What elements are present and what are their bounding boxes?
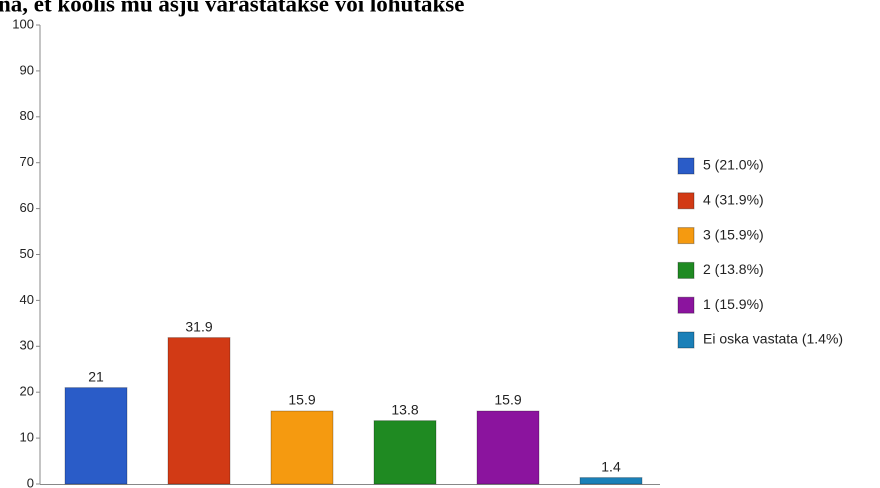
bar: [373, 420, 437, 485]
legend-label: Ei oska vastata (1.4%): [703, 331, 843, 347]
y-tick-label: 80: [20, 108, 34, 123]
legend-swatch: [677, 296, 695, 314]
legend-label: 4 (31.9%): [703, 192, 764, 208]
y-tick-label: 30: [20, 338, 34, 353]
bar: [167, 337, 231, 485]
bar: [579, 477, 643, 485]
y-tick-label: 10: [20, 430, 34, 445]
legend-label: 2 (13.8%): [703, 261, 764, 277]
legend-swatch: [677, 192, 695, 210]
y-tick-label: 70: [20, 154, 34, 169]
data-label: 15.9: [494, 392, 521, 408]
legend-swatch: [677, 331, 695, 349]
legend-label: 3 (15.9%): [703, 226, 764, 242]
y-tick-label: 40: [20, 292, 34, 307]
y-tick-label: 60: [20, 200, 34, 215]
data-label: 31.9: [185, 318, 212, 334]
data-label: 1.4: [601, 458, 621, 474]
legend-swatch: [677, 157, 695, 175]
data-label: 21: [88, 368, 104, 384]
legend-swatch: [677, 227, 695, 245]
data-label: 13.8: [391, 401, 418, 417]
y-tick-label: 90: [20, 62, 34, 77]
y-tick-label: 0: [27, 475, 34, 488]
bar: [270, 410, 334, 485]
y-tick-label: 100: [12, 16, 34, 31]
legend-swatch: [677, 261, 695, 279]
legend-label: 5 (21.0%): [703, 157, 764, 173]
legend-label: 1 (15.9%): [703, 296, 764, 312]
data-label: 15.9: [288, 392, 315, 408]
chart-title: na, et koolis mu asju varastatakse või l…: [0, 0, 464, 16]
bar: [476, 410, 540, 485]
y-tick-label: 20: [20, 384, 34, 399]
y-tick-label: 50: [20, 246, 34, 261]
bar: [64, 387, 128, 485]
